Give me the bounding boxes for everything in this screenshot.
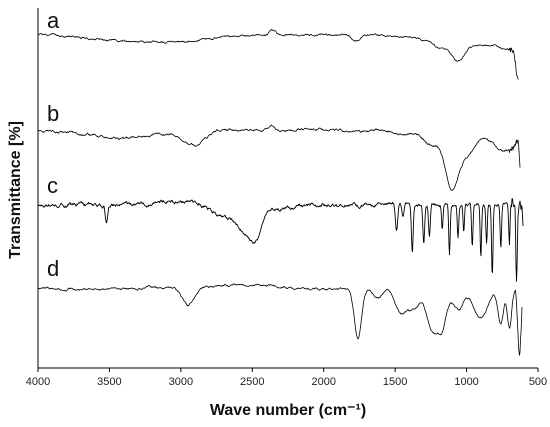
series-label-c: c [47,173,58,198]
spectra-traces [37,28,524,356]
series-line-d [37,283,523,356]
series-line-b [37,124,521,191]
series-letters: a b c d [47,8,60,281]
x-tick-label: 3000 [169,376,193,388]
x-ticks: 4000 3500 3000 2500 2000 1500 1000 500 [26,368,547,388]
series-label-d: d [47,256,59,281]
series-line-c [37,198,524,282]
x-tick-label: 1500 [383,376,407,388]
series-label-b: b [47,101,59,126]
x-tick-label: 3500 [97,376,121,388]
series-label-a: a [47,8,60,33]
plot-area [37,8,538,369]
y-axis-title: Transmittance [%] [7,121,24,259]
x-tick-label: 1000 [454,376,478,388]
series-line-a [37,28,519,80]
x-tick-label: 2000 [311,376,335,388]
x-axis-title: Wave number (cm⁻¹) [210,402,366,419]
x-tick-label: 4000 [26,376,50,388]
x-tick-label: 2500 [240,376,264,388]
x-tick-label: 500 [529,376,547,388]
